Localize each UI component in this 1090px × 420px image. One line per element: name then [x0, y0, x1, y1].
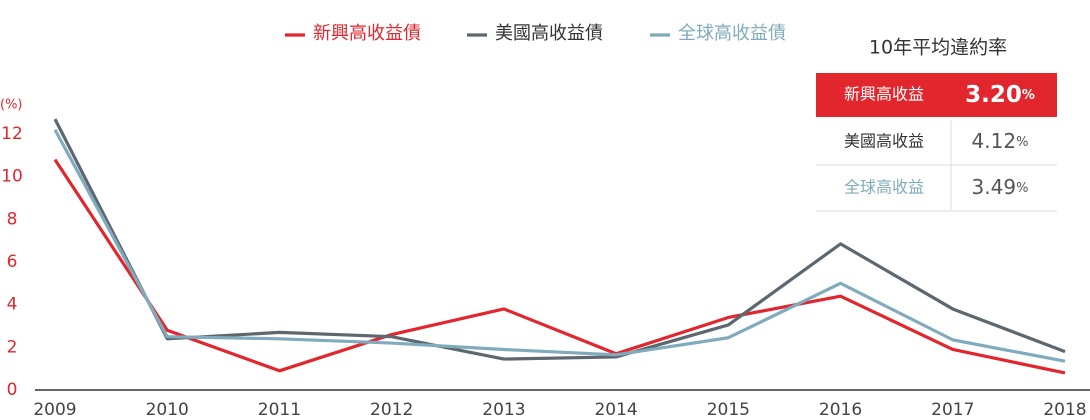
legend-label: 全球高收益債 — [678, 23, 786, 44]
x-tick-label: 2016 — [819, 400, 862, 420]
row-name: 全球高收益 — [844, 178, 924, 197]
row-value-unit: % — [1022, 88, 1035, 103]
y-tick-label: 4 — [7, 295, 18, 315]
y-tick-label: 12 — [1, 124, 23, 144]
y-tick-label: 8 — [7, 209, 18, 229]
y-tick-label: 2 — [7, 337, 18, 357]
y-unit: (%) — [0, 98, 23, 113]
legend-label: 美國高收益債 — [495, 23, 603, 44]
x-tick-label: 2011 — [258, 400, 301, 420]
row-value: 3.20% — [965, 82, 1035, 108]
y-tick-label: 10 — [1, 167, 23, 187]
row-value-unit: % — [1016, 135, 1028, 150]
x-tick-label: 2013 — [482, 400, 525, 420]
series-line — [53, 118, 1066, 361]
y-tick-label: 6 — [7, 252, 18, 272]
x-tick-label: 2010 — [146, 400, 189, 420]
x-tick-label: 2015 — [707, 400, 750, 420]
row-name: 美國高收益 — [844, 132, 924, 151]
row-value: 4.12% — [972, 129, 1029, 153]
y-tick-label: 0 — [7, 380, 18, 400]
x-tick-label: 2009 — [33, 400, 76, 420]
row-value-number: 3.49 — [972, 175, 1017, 199]
x-tick-label: 2017 — [931, 400, 974, 420]
row-value-number: 4.12 — [972, 129, 1017, 153]
table-title: 10年平均違約率 — [869, 37, 1007, 59]
row-name: 新興高收益 — [844, 85, 924, 104]
row-value-number: 3.20 — [965, 82, 1022, 108]
row-highlight — [816, 73, 1057, 117]
x-tick-label: 2012 — [370, 400, 413, 420]
series-line — [53, 129, 1066, 363]
row-value-unit: % — [1016, 181, 1028, 196]
legend-label: 新興高收益債 — [313, 23, 421, 44]
x-tick-label: 2014 — [594, 400, 637, 420]
row-value: 3.49% — [972, 175, 1029, 199]
series-line — [53, 158, 1066, 375]
x-tick-label: 2018 — [1043, 400, 1086, 420]
